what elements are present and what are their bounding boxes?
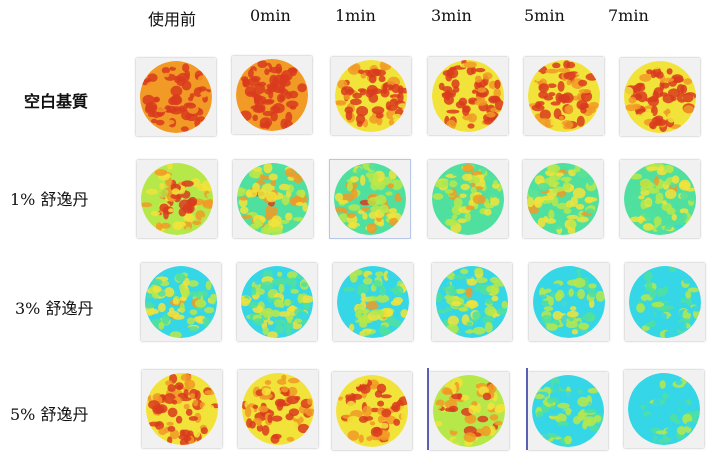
heatmap-tile [232,56,312,134]
heatmap-tile [137,160,217,238]
heatmap-tile [432,263,512,341]
column-header-0min: 0min [250,6,291,25]
column-header-7min: 7min [608,6,649,25]
heatmap-tile [141,263,221,341]
heatmap-tile [233,160,313,238]
divider-line [526,368,528,450]
heatmap-tile [429,372,509,450]
column-header-5min: 5min [524,6,565,25]
row-label-blank-matrix: 空白基質 [24,88,88,112]
heatmap-tile [332,372,412,450]
heatmap-tile [333,263,413,341]
row-label-1-percent: 1% 舒逸丹 [10,186,88,210]
heatmap-tile [528,372,608,450]
heatmap-tile [237,263,317,341]
heatmap-tile [523,160,603,238]
column-header-3min: 3min [431,6,472,25]
heatmap-tile [624,370,704,448]
column-header-1min: 1min [335,6,376,25]
heatmap-tile [524,57,604,135]
heatmap-tile [428,160,508,238]
heatmap-tile [136,58,216,136]
heatmap-tile [428,57,508,135]
heatmap-tile [529,263,609,341]
heatmap-tile [142,370,222,448]
row-label-3-percent: 3% 舒逸丹 [15,295,93,319]
heatmap-tile [238,370,318,448]
heatmap-tile [330,160,410,238]
heatmap-tile [625,263,705,341]
column-header-before-use: 使用前 [148,6,196,30]
heatmap-tile [331,57,411,135]
divider-line [427,368,429,450]
heatmap-tile [620,160,700,238]
heatmap-tile [620,58,700,136]
row-label-5-percent: 5% 舒逸丹 [10,401,88,425]
